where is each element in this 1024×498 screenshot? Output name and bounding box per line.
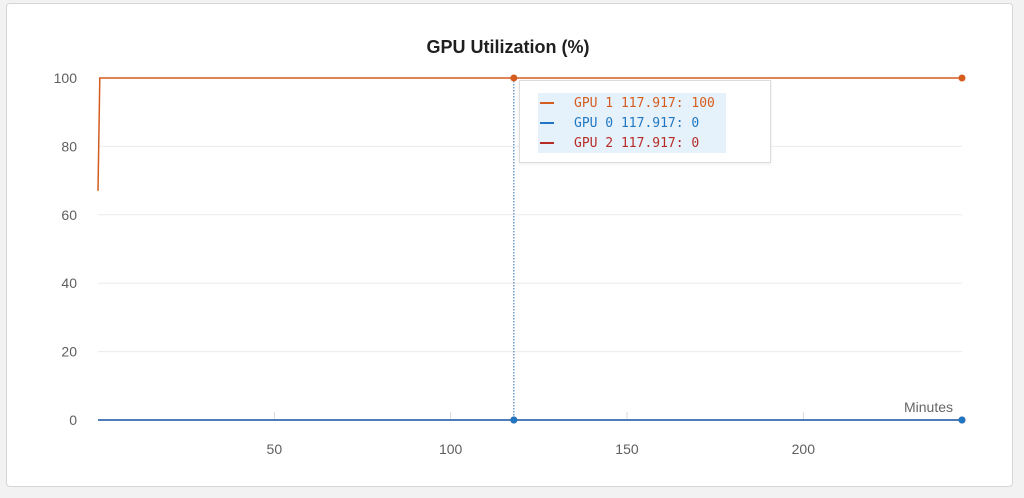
y-tick-label-80: 80 [61,138,77,154]
y-tick-label-100: 100 [54,70,78,86]
x-axis-ticks: 50 100 150 200 [267,412,816,457]
y-tick-label-40: 40 [61,275,77,291]
tooltip-entry-gpu-1: GPU 1 117.917: 100 [538,93,726,113]
tooltip-label-gpu-2: GPU 2 117.917: 0 [574,135,700,151]
x-tick-label-150: 150 [615,441,639,457]
chart-panel [6,3,1013,487]
x-tick-label-100: 100 [439,441,463,457]
tooltip-entry-gpu-2: GPU 2 117.917: 0 [538,133,726,153]
x-tick-label-50: 50 [267,441,283,457]
y-axis-ticks: 0 20 40 60 80 100 [54,70,78,428]
gpu-1-legend-swatch [540,102,554,104]
hover-crosshair [510,74,518,424]
gpu-2-legend-swatch [540,142,554,144]
y-tick-label-60: 60 [61,207,77,223]
x-axis-label: Minutes [904,399,953,415]
tooltip-entry-gpu-0: GPU 0 117.917: 0 [538,113,726,133]
gpu-1-end-point [958,74,966,82]
gpu-1-line [97,77,962,191]
tooltip-label-gpu-1: GPU 1 117.917: 100 [574,95,715,111]
tooltip-label-gpu-0: GPU 0 117.917: 0 [574,115,700,131]
gpu-0-end-point [958,416,966,424]
x-tick-label-200: 200 [792,441,816,457]
gpu-1-hover-point [510,74,518,82]
y-tick-label-0: 0 [69,412,77,428]
gpu-0-legend-swatch [540,122,554,124]
y-tick-label-20: 20 [61,344,77,360]
chart-title: GPU Utilization (%) [427,37,590,57]
gpu-0-hover-point [510,416,518,424]
hover-tooltip: GPU 1 117.917: 100 GPU 0 117.917: 0 GPU … [519,80,771,163]
